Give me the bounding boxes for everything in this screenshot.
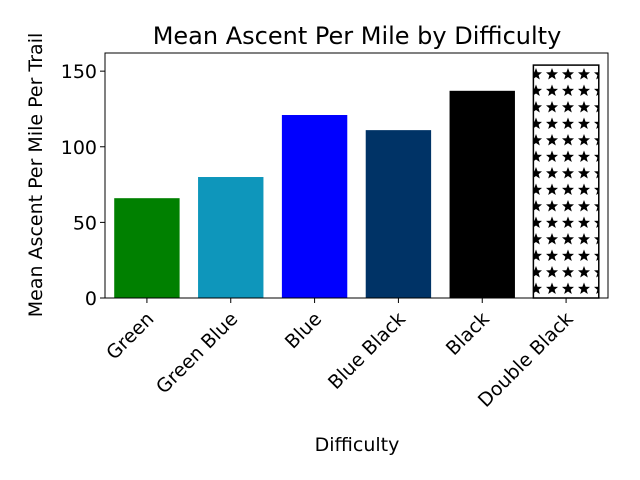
plot-frame <box>104 52 609 299</box>
y-axis-label: Mean Ascent Per Mile Per Trail <box>25 33 47 318</box>
y-tick-label-100: 100 <box>61 137 97 159</box>
chart-title: Mean Ascent Per Mile by Difficulty <box>153 22 562 50</box>
bar-blue <box>281 115 348 299</box>
x-tick-label-blue-black: Blue Black <box>324 308 410 394</box>
x-tick-label-green: Green <box>102 308 158 364</box>
bar-black <box>449 90 515 298</box>
x-tick-label-green-blue: Green Blue <box>152 308 242 398</box>
x-tick-label-black: Black <box>442 308 494 360</box>
y-tick-label-150: 150 <box>61 61 97 83</box>
bar-green <box>114 198 180 298</box>
bar-green-blue <box>198 177 264 298</box>
bars <box>114 64 600 299</box>
y-axis: 0 50 100 150 <box>61 61 105 310</box>
bar-double-black <box>532 64 600 299</box>
y-tick-label-50: 50 <box>73 212 97 234</box>
x-axis-label: Difficulty <box>315 434 400 456</box>
bar-blue-black <box>365 130 432 298</box>
x-tick-label-blue: Blue <box>281 308 326 353</box>
y-tick-label-0: 0 <box>85 288 97 310</box>
